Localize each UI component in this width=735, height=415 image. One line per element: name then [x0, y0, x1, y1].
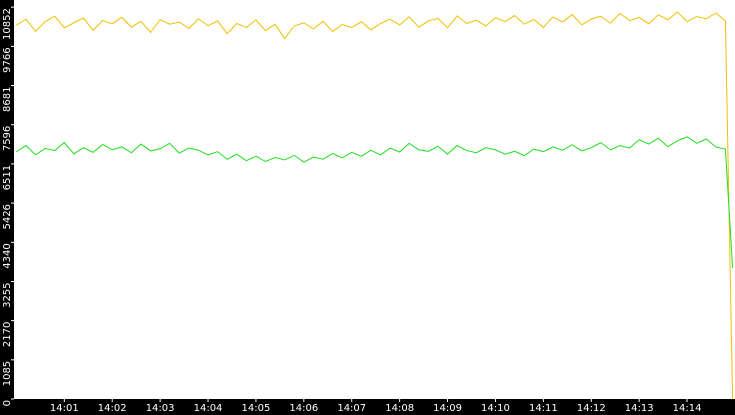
x-tick-label: 14:14: [673, 403, 702, 414]
x-tick-label: 14:01: [50, 403, 79, 414]
x-tick-label: 14:09: [433, 403, 462, 414]
x-tick-label: 14:04: [194, 403, 223, 414]
y-axis-strip: [0, 0, 14, 415]
x-tick-label: 14:03: [146, 403, 175, 414]
plot-area: [14, 0, 735, 399]
y-tick-label: 8681: [2, 87, 13, 112]
y-tick-label: 9766: [2, 47, 13, 72]
y-tick-label: 3255: [2, 282, 13, 307]
series-line: [16, 136, 734, 268]
x-tick-label: 14:13: [625, 403, 654, 414]
y-tick-label: 1085: [2, 361, 13, 386]
y-tick-label: 6511: [2, 165, 13, 190]
y-tick-label: 10852: [2, 8, 13, 40]
x-axis-strip: [0, 399, 735, 415]
x-tick-label: 14:05: [242, 403, 271, 414]
x-tick-label: 14:08: [385, 403, 414, 414]
x-tick-label: 14:12: [577, 403, 606, 414]
series-line: [16, 11, 734, 400]
y-tick-label: 0: [2, 400, 13, 406]
x-tick-label: 14:07: [337, 403, 366, 414]
y-tick-label: 4340: [2, 243, 13, 268]
y-tick-label: 2170: [2, 322, 13, 347]
x-tick-label: 14:10: [481, 403, 510, 414]
x-tick-label: 14:11: [529, 403, 558, 414]
y-tick-label: 5426: [2, 204, 13, 229]
y-tick-label: 7596: [2, 126, 13, 151]
x-tick-label: 14:02: [98, 403, 127, 414]
x-tick-label: 14:06: [289, 403, 318, 414]
